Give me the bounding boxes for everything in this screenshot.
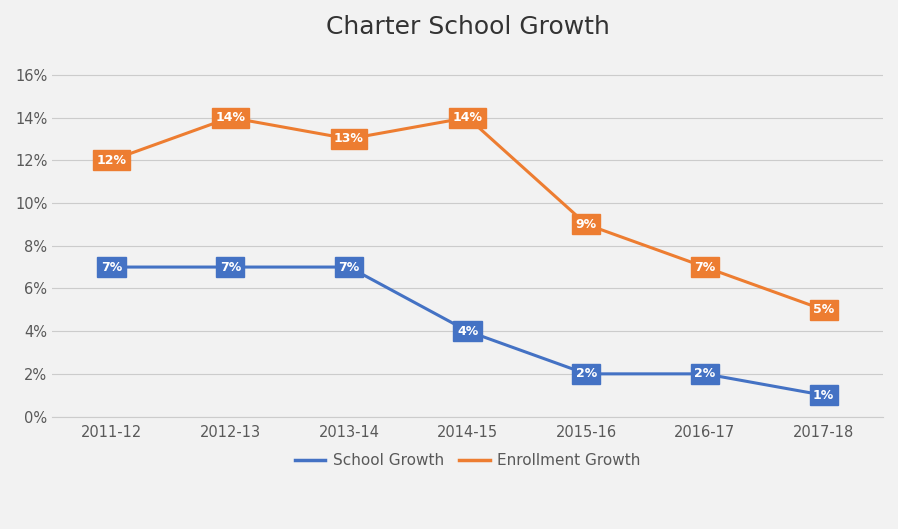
Text: 9%: 9% bbox=[576, 218, 597, 231]
Text: 1%: 1% bbox=[813, 389, 834, 402]
Text: 7%: 7% bbox=[694, 261, 716, 273]
Text: 4%: 4% bbox=[457, 325, 479, 338]
Text: 13%: 13% bbox=[334, 132, 364, 145]
Text: 7%: 7% bbox=[339, 261, 359, 273]
Text: 5%: 5% bbox=[813, 303, 834, 316]
Text: 2%: 2% bbox=[576, 367, 597, 380]
Title: Charter School Growth: Charter School Growth bbox=[326, 15, 610, 39]
Text: 2%: 2% bbox=[694, 367, 716, 380]
Text: 7%: 7% bbox=[101, 261, 122, 273]
Legend: School Growth, Enrollment Growth: School Growth, Enrollment Growth bbox=[288, 447, 647, 475]
Text: 14%: 14% bbox=[216, 111, 245, 124]
Text: 14%: 14% bbox=[453, 111, 482, 124]
Text: 12%: 12% bbox=[97, 154, 127, 167]
Text: 7%: 7% bbox=[220, 261, 241, 273]
